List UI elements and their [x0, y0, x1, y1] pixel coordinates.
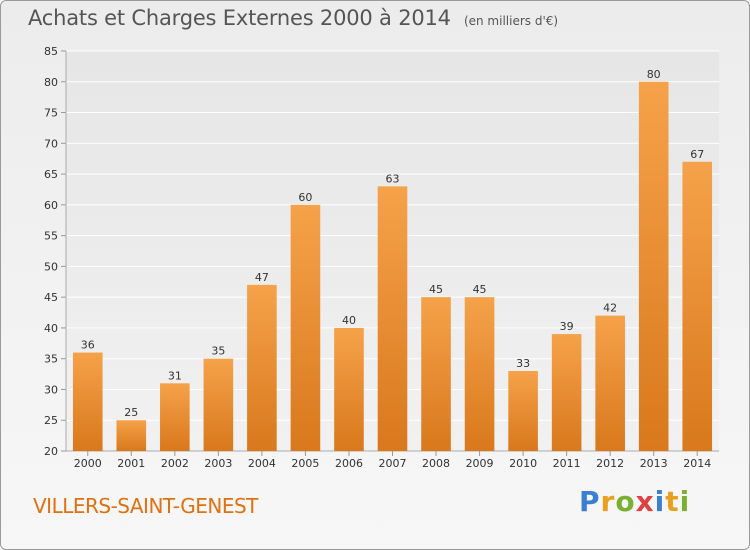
bar-2001 — [116, 420, 147, 451]
x-tick-label: 2002 — [161, 457, 189, 470]
bar-2010 — [508, 371, 538, 451]
logo-letter: o — [615, 485, 636, 518]
bar-2011 — [551, 334, 582, 451]
x-tick-label: 2013 — [640, 457, 668, 470]
y-tick-label: 20 — [44, 445, 58, 458]
x-tick-label: 2008 — [422, 457, 450, 470]
bar-2004 — [247, 284, 277, 451]
data-label-2014: 67 — [690, 148, 704, 161]
bar-2000 — [72, 352, 103, 451]
x-tick-label: 2009 — [466, 457, 494, 470]
x-tick-label: 2004 — [248, 457, 276, 470]
x-tick-label: 2006 — [335, 457, 363, 470]
x-tick-label: 2005 — [291, 457, 319, 470]
bar-2009 — [464, 297, 495, 451]
logo-letter: x — [635, 485, 655, 518]
y-tick-label: 45 — [44, 291, 58, 304]
bar-2007 — [377, 186, 408, 451]
x-tick-label: 2003 — [204, 457, 232, 470]
data-label-2002: 31 — [168, 369, 182, 382]
data-label-2013: 80 — [647, 68, 661, 81]
bar-2008 — [421, 297, 451, 451]
data-label-2004: 47 — [255, 271, 269, 284]
bar-2014 — [682, 161, 713, 451]
proxiti-logo: Proxiti — [579, 485, 690, 518]
y-tick-label: 25 — [44, 414, 58, 427]
bar-2003 — [203, 358, 234, 451]
bar-2012 — [595, 315, 625, 451]
x-tick-label: 2000 — [74, 457, 102, 470]
x-tick-label: 2014 — [683, 457, 711, 470]
y-tick-label: 85 — [44, 45, 58, 58]
y-tick-label: 55 — [44, 230, 58, 243]
data-label-2010: 33 — [516, 357, 530, 370]
data-label-2007: 63 — [386, 172, 400, 185]
x-tick-label: 2001 — [117, 457, 145, 470]
y-tick-label: 60 — [44, 199, 58, 212]
chart-title: Achats et Charges Externes 2000 à 2014 — [28, 6, 451, 30]
bar-2013 — [638, 81, 669, 452]
logo-letter: i — [679, 485, 691, 518]
logo-letter: i — [654, 485, 666, 518]
data-label-2003: 35 — [211, 345, 225, 358]
logo-letter: P — [579, 485, 601, 518]
data-label-2006: 40 — [342, 314, 356, 327]
y-tick-label: 80 — [44, 76, 58, 89]
bar-2002 — [160, 383, 190, 451]
y-tick-label: 70 — [44, 137, 58, 150]
commune-name: VILLERS-SAINT-GENEST — [33, 494, 258, 518]
title-row: Achats et Charges Externes 2000 à 2014 (… — [28, 6, 558, 30]
y-tick-label: 65 — [44, 168, 58, 181]
bar-2006 — [334, 327, 364, 451]
y-tick-label: 50 — [44, 260, 58, 273]
x-tick-label: 2010 — [509, 457, 537, 470]
data-label-2011: 39 — [560, 320, 574, 333]
y-tick-label: 30 — [44, 383, 58, 396]
logo-letter: r — [600, 485, 616, 518]
y-tick-label: 40 — [44, 322, 58, 335]
data-label-2009: 45 — [473, 283, 487, 296]
chart-subtitle: (en milliers d'€) — [463, 14, 559, 28]
x-tick-label: 2012 — [596, 457, 624, 470]
data-label-2008: 45 — [429, 283, 443, 296]
y-tick-label: 35 — [44, 353, 58, 366]
y-tick-label: 75 — [44, 107, 58, 120]
logo-letter: t — [665, 485, 680, 518]
data-label-2005: 60 — [298, 191, 312, 204]
data-label-2012: 42 — [603, 302, 617, 315]
data-label-2000: 36 — [81, 339, 95, 352]
bar-2005 — [290, 204, 321, 451]
data-label-2001: 25 — [124, 406, 138, 419]
x-tick-label: 2007 — [379, 457, 407, 470]
x-tick-label: 2011 — [553, 457, 581, 470]
